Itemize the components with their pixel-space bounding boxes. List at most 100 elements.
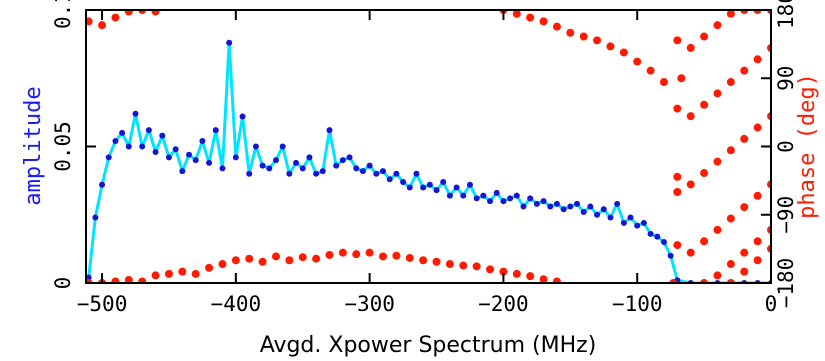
phase-point [740, 248, 749, 257]
amplitude-point [105, 154, 112, 161]
amplitude-point [239, 113, 246, 120]
amplitude-point [179, 168, 186, 175]
phase-point [539, 17, 548, 26]
phase-point [740, 267, 749, 276]
phase-point [673, 172, 682, 181]
amplitude-point [620, 219, 627, 226]
amplitude-point [640, 219, 647, 226]
y-right-tick-label: 90 [774, 66, 798, 91]
phase-point [432, 257, 441, 266]
x-tick-labels: −500 −400 −300 −200 −100 0 [77, 292, 778, 316]
phase-point [124, 10, 133, 16]
phase-point [753, 237, 762, 246]
amplitude-point [306, 154, 313, 161]
amplitude-point [326, 127, 333, 134]
y-right-tick-label: −90 [774, 196, 798, 234]
amplitude-point [567, 203, 574, 210]
phase-point [472, 262, 481, 271]
amplitude-point [513, 192, 520, 199]
x-tick-label: −200 [478, 292, 529, 316]
phase-point [686, 248, 695, 257]
phase-point [677, 74, 686, 83]
phase-point [713, 157, 722, 166]
phase-series [86, 10, 771, 283]
amplitude-point [667, 252, 674, 259]
phase-point [352, 250, 361, 259]
amplitude-point [500, 198, 507, 205]
phase-point [258, 257, 267, 266]
phase-point [486, 265, 495, 274]
amplitude-point [386, 176, 393, 183]
phase-point [111, 277, 120, 283]
amplitude-point [92, 214, 99, 221]
phase-point [753, 191, 762, 200]
amplitude-point [252, 143, 259, 150]
amplitude-line [87, 41, 771, 283]
amplitude-point [420, 184, 427, 191]
amplitude-point [199, 138, 206, 145]
amplitude-point [507, 195, 514, 202]
x-tick-label: −100 [612, 292, 663, 316]
amplitude-point [145, 127, 152, 134]
amplitude-point [627, 214, 634, 221]
phase-point [338, 248, 347, 257]
phase-point [526, 13, 535, 22]
phase-point [298, 253, 307, 262]
amplitude-point [246, 170, 253, 177]
amplitude-point [206, 159, 213, 166]
phase-point [312, 254, 321, 263]
amplitude-point [446, 192, 453, 199]
amplitude-point [466, 181, 473, 188]
amplitude-point [339, 157, 346, 164]
amplitude-point [139, 143, 146, 150]
phase-point [245, 254, 254, 263]
amplitude-point [219, 165, 226, 172]
amplitude-point [540, 198, 547, 205]
amplitude-point [272, 157, 279, 164]
phase-point [191, 269, 200, 278]
phase-point [205, 263, 214, 272]
phase-point [740, 203, 749, 212]
phase-point [499, 267, 508, 276]
y-left-tick-label: 0.1 [51, 0, 75, 29]
phase-point [231, 256, 240, 265]
phase-point [673, 104, 682, 113]
phase-point [271, 252, 280, 261]
phase-point [512, 269, 521, 278]
amplitude-point [366, 162, 373, 169]
phase-point [86, 17, 93, 26]
axis-ticks [86, 9, 772, 284]
amplitude-point [165, 154, 172, 161]
phase-point [178, 267, 187, 276]
phase-point [700, 169, 709, 178]
amplitude-point [232, 154, 239, 161]
phase-point [726, 214, 735, 223]
amplitude-point [186, 151, 193, 158]
x-tick-label: 0 [765, 292, 778, 316]
phase-point [700, 32, 709, 41]
phase-point [673, 241, 682, 250]
amplitude-point [346, 154, 353, 161]
phase-point [512, 10, 521, 18]
phase-point [713, 89, 722, 98]
amplitude-point [587, 203, 594, 210]
phase-point [619, 48, 628, 57]
amplitude-point [533, 200, 540, 207]
amplitude-point [319, 168, 326, 175]
phase-point [646, 66, 655, 75]
phase-point [218, 260, 227, 269]
phase-point [726, 260, 735, 269]
phase-point [753, 55, 762, 64]
phase-point [753, 256, 762, 265]
amplitude-point [393, 170, 400, 177]
amplitude-point [433, 187, 440, 194]
phase-point [726, 10, 735, 18]
amplitude-point [132, 110, 139, 117]
phase-point [659, 78, 668, 87]
y-right-tick-labels: −180 −90 0 90 180 [774, 0, 798, 308]
x-axis-title: Avgd. Xpower Spectrum (MHz) [260, 333, 597, 358]
amplitude-point [400, 178, 407, 185]
amplitude-point [226, 39, 233, 46]
phase-point [325, 250, 334, 259]
